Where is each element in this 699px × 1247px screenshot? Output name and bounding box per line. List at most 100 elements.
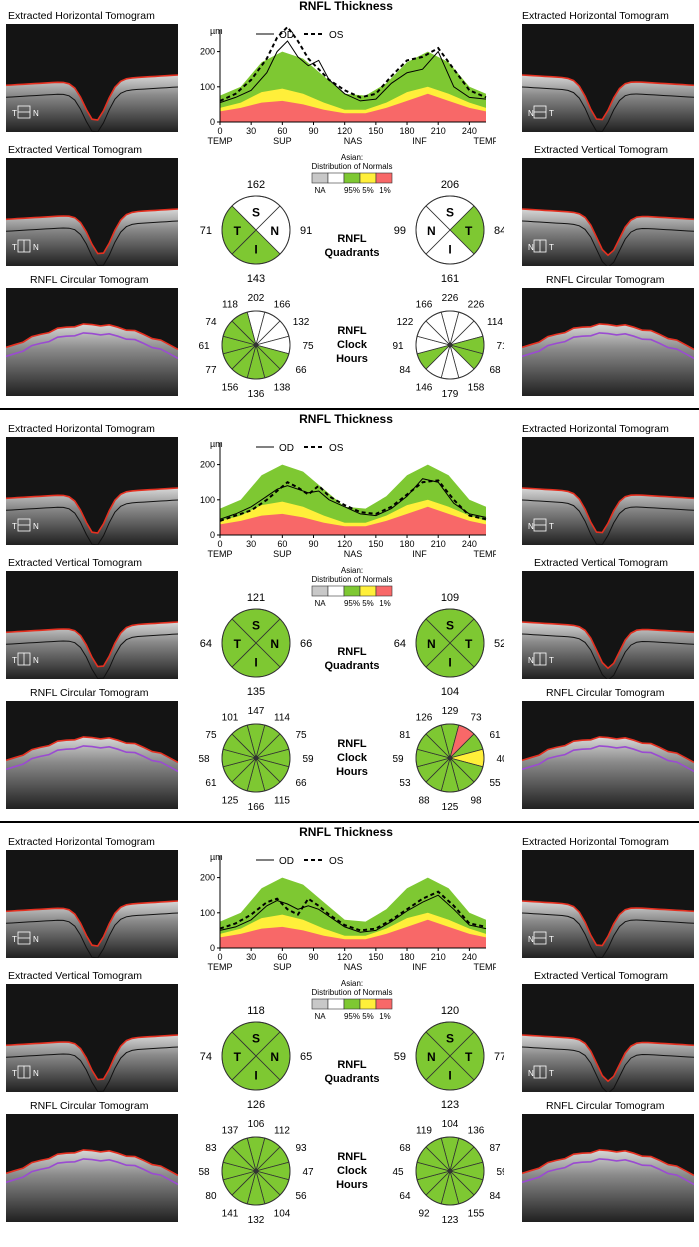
tomogram-circular-os bbox=[522, 1114, 694, 1222]
quadrant-S-letter: S bbox=[252, 1031, 260, 1045]
quadrant-right-value: 77 bbox=[494, 1051, 504, 1063]
scan-label-right: N bbox=[33, 656, 39, 665]
dist-swatch bbox=[311, 585, 329, 597]
quadrants-title-2: Quadrants bbox=[324, 660, 379, 672]
rnfl-boundary-line bbox=[6, 745, 178, 773]
y-tick-label: 0 bbox=[210, 530, 215, 540]
quadrant-S-letter: S bbox=[446, 1031, 454, 1045]
scan-label-left: T bbox=[12, 522, 17, 531]
layer-line bbox=[6, 912, 178, 958]
quadrant-superior-value: 109 bbox=[441, 592, 459, 604]
scan-label-left: T bbox=[12, 109, 17, 118]
ilm-boundary-line bbox=[522, 323, 694, 351]
quadrant-N-letter: N bbox=[270, 1050, 279, 1064]
dist-key-5: 5% bbox=[362, 186, 374, 195]
label-extracted-horizontal-os: Extracted Horizontal Tomogram bbox=[522, 836, 669, 848]
clock-center bbox=[253, 755, 259, 761]
clock-chart-od: 106 112 93 47 56 104 132 141 80 58 83 137 bbox=[198, 1119, 314, 1226]
quadrant-right-value: 65 bbox=[300, 1051, 312, 1063]
y-tick-label: 0 bbox=[210, 943, 215, 953]
clock-hour-value-5: 55 bbox=[489, 778, 501, 789]
clock-hour-value-10: 61 bbox=[198, 341, 210, 352]
clock-hour-value-1: 129 bbox=[442, 706, 459, 717]
layer-line bbox=[522, 633, 694, 679]
dist-key-95: 95% bbox=[344, 186, 360, 195]
normal-band-1 bbox=[220, 919, 486, 948]
region-label: SUP bbox=[273, 549, 292, 559]
normal-band-1 bbox=[220, 506, 486, 535]
scan-label-left: T bbox=[12, 935, 17, 944]
clock-hour-value-4: 75 bbox=[302, 341, 314, 352]
quadrant-inferior-value: 126 bbox=[247, 1099, 265, 1111]
region-label: NAS bbox=[344, 136, 363, 146]
x-tick-label: 0 bbox=[217, 539, 222, 549]
report-panel: Extracted Horizontal Tomogram T N Extracted… bbox=[0, 412, 699, 823]
label-extracted-vertical-os: Extracted Vertical Tomogram bbox=[534, 144, 669, 156]
dist-key-1: 1% bbox=[379, 1012, 391, 1021]
rnfl-boundary-line bbox=[6, 332, 178, 360]
quadrant-S-letter: S bbox=[252, 618, 260, 632]
quadrant-inferior-value: 161 bbox=[441, 273, 459, 285]
dist-swatch bbox=[311, 172, 329, 184]
scan-label-right: N bbox=[33, 243, 39, 252]
clock-hour-value-7: 132 bbox=[248, 1215, 265, 1226]
quadrants-title-2: Quadrants bbox=[324, 1073, 379, 1085]
x-tick-label: 150 bbox=[368, 126, 383, 136]
rnfl-sector-charts: Asian: Distribution of Normals NA 95% 5% 1% S N… bbox=[196, 563, 508, 818]
scan-label-left: T bbox=[12, 243, 17, 252]
x-tick-label: 210 bbox=[431, 952, 446, 962]
label-extracted-vertical-od: Extracted Vertical Tomogram bbox=[8, 144, 143, 156]
x-tick-label: 60 bbox=[277, 952, 287, 962]
clock-hour-value-11: 81 bbox=[399, 730, 411, 741]
x-tick-label: 0 bbox=[217, 126, 222, 136]
label-extracted-vertical-os: Extracted Vertical Tomogram bbox=[534, 557, 669, 569]
region-label: INF bbox=[412, 962, 427, 972]
normal-band-1 bbox=[220, 93, 486, 122]
clock-title-1: RNFL bbox=[337, 325, 367, 337]
clock-hour-value-6: 138 bbox=[274, 383, 291, 394]
rnfl-sector-charts: Asian: Distribution of Normals NA 95% 5% 1% S N… bbox=[196, 976, 508, 1231]
rnfl-sector-charts: Asian: Distribution of Normals NA 95% 5% 1% S N… bbox=[196, 150, 508, 405]
region-label: NAS bbox=[344, 962, 363, 972]
region-label: SUP bbox=[273, 962, 292, 972]
clock-title-3: Hours bbox=[336, 1179, 368, 1191]
clock-chart-os: 22622611471681581791468491122166 bbox=[392, 293, 508, 400]
quadrant-N-letter: N bbox=[270, 224, 279, 238]
clock-hour-value-8: 156 bbox=[222, 383, 239, 394]
label-circular-os: RNFL Circular Tomogram bbox=[546, 274, 665, 286]
clock-hour-value-10: 45 bbox=[392, 1167, 404, 1178]
clock-hour-value-3: 93 bbox=[295, 1143, 307, 1154]
dist-key-1: 1% bbox=[379, 186, 391, 195]
scan-label-left: N bbox=[528, 656, 534, 665]
y-axis-unit: µm bbox=[210, 852, 223, 862]
quadrant-superior-value: 118 bbox=[247, 1005, 265, 1017]
region-label: TEMP bbox=[207, 549, 232, 559]
normal-distribution-legend: Asian:Distribution of Normals NA 95% 5% 1% bbox=[312, 153, 393, 195]
x-tick-label: 30 bbox=[246, 539, 256, 549]
quadrant-left-value: 64 bbox=[394, 638, 406, 650]
quadrant-N-letter: N bbox=[270, 637, 279, 651]
quadrant-I-letter: I bbox=[448, 1069, 451, 1083]
clock-title-2: Clock bbox=[337, 1165, 368, 1177]
clock-hour-value-4: 40 bbox=[496, 754, 504, 765]
legend-od-label: OD bbox=[279, 30, 294, 41]
scan-label-left: N bbox=[528, 935, 534, 944]
clock-hour-value-11: 68 bbox=[399, 1143, 411, 1154]
clock-hour-value-1: 106 bbox=[248, 1119, 265, 1130]
clock-chart-od: 147 114 75 59 66 115 166 125 61 58 75 101 bbox=[198, 706, 314, 813]
x-tick-label: 90 bbox=[309, 952, 319, 962]
label-extracted-horizontal-os: Extracted Horizontal Tomogram bbox=[522, 423, 669, 435]
quadrant-N-letter: N bbox=[427, 637, 436, 651]
dist-key-5: 5% bbox=[362, 599, 374, 608]
scan-label-right: N bbox=[33, 109, 39, 118]
quadrant-right-value: 66 bbox=[300, 638, 312, 650]
report-panel: Extracted Horizontal Tomogram T N Extracted… bbox=[0, 0, 699, 410]
